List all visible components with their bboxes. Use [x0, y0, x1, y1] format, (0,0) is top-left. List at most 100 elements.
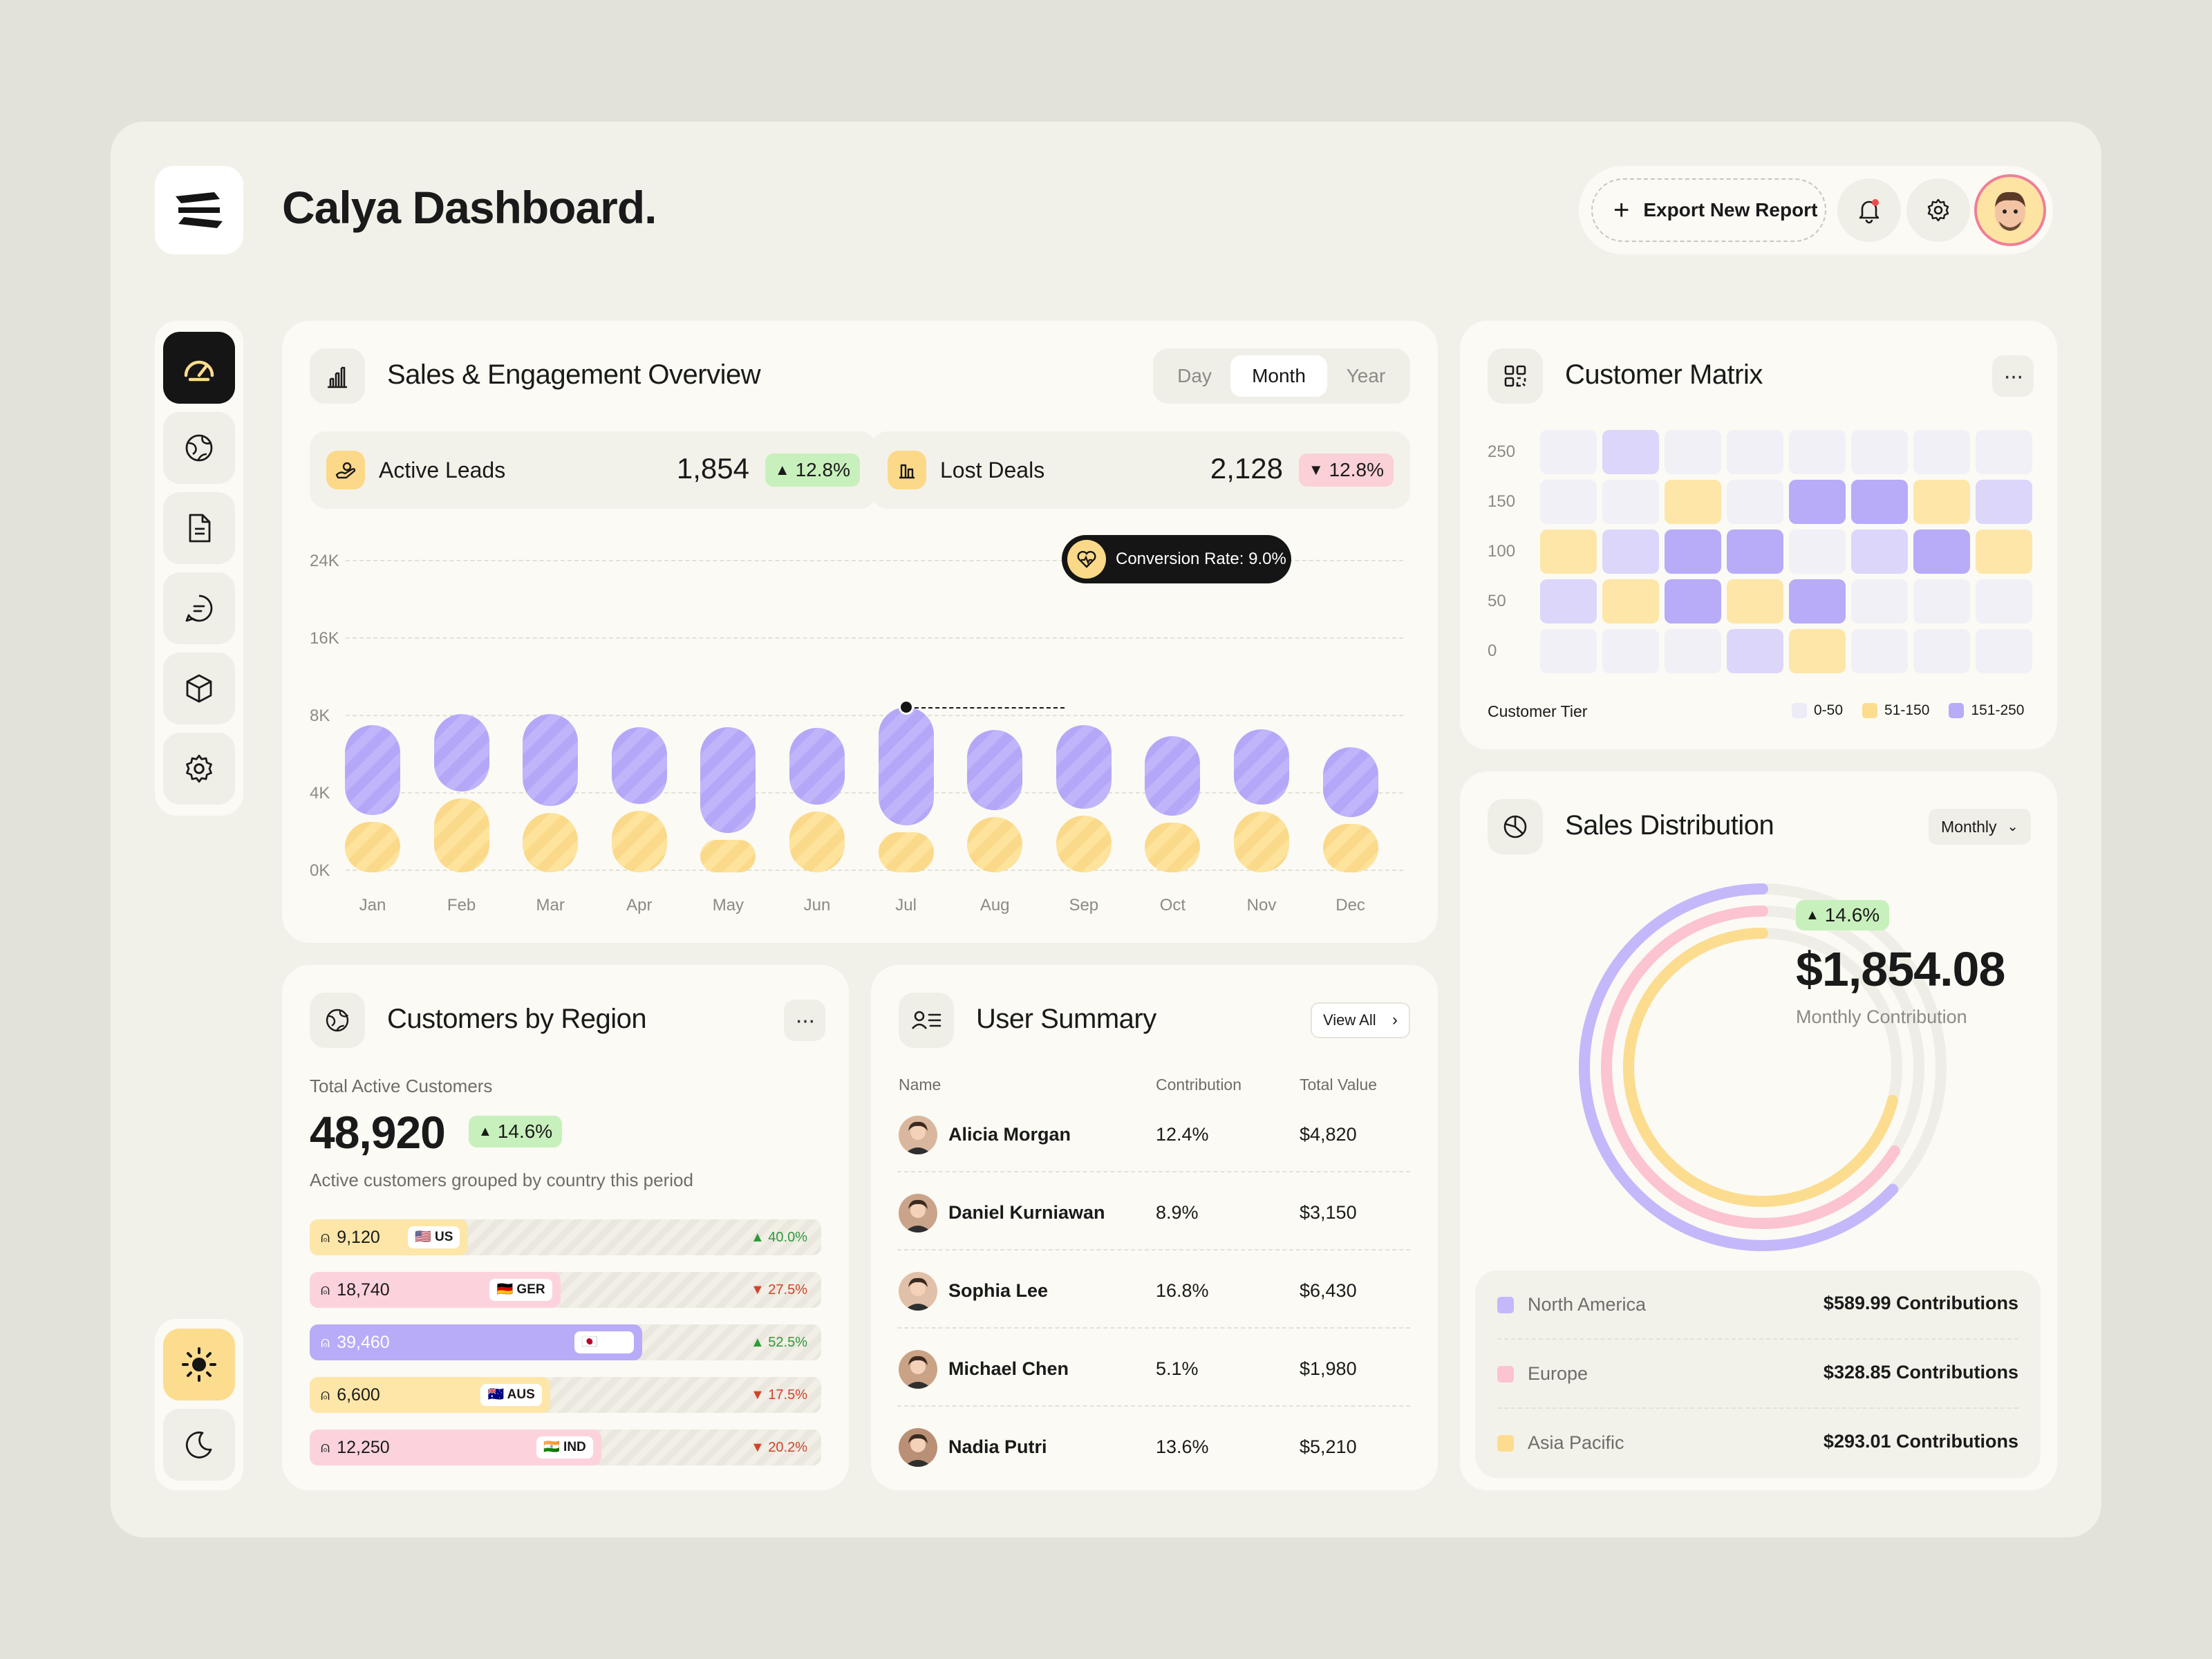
settings-button[interactable]: [1906, 178, 1970, 242]
matrix-cell[interactable]: [1540, 579, 1597, 624]
matrix-cell[interactable]: [1851, 480, 1908, 524]
sidebar-item-settings[interactable]: [163, 733, 235, 805]
matrix-cell[interactable]: [1727, 529, 1783, 574]
matrix-cell[interactable]: [1727, 579, 1783, 624]
matrix-cell[interactable]: [1913, 579, 1970, 624]
matrix-cell[interactable]: [1851, 529, 1908, 574]
notifications-button[interactable]: [1837, 178, 1901, 242]
bar-yellow-apr[interactable]: [611, 810, 667, 872]
distribution-row[interactable]: Europe $328.85 Contributions: [1497, 1340, 2018, 1409]
matrix-cell[interactable]: [1789, 480, 1846, 524]
matrix-cell[interactable]: [1727, 480, 1783, 524]
matrix-cell[interactable]: [1913, 480, 1970, 524]
matrix-more-button[interactable]: ···: [1992, 355, 2034, 397]
region-more-button[interactable]: ···: [784, 1000, 825, 1041]
matrix-cell[interactable]: [1540, 529, 1597, 574]
matrix-cell[interactable]: [1913, 629, 1970, 673]
bar-yellow-may[interactable]: [700, 840, 756, 872]
bar-yellow-feb[interactable]: [433, 798, 489, 872]
matrix-cell[interactable]: [1976, 579, 2032, 624]
bar-yellow-mar[interactable]: [523, 812, 579, 872]
region-row-ger[interactable]: ⍝ 18,740 🇩🇪 GER ▼ 27.5%: [310, 1272, 821, 1308]
sidebar-item-documents[interactable]: [163, 492, 235, 564]
app-logo[interactable]: [155, 166, 243, 254]
period-dropdown[interactable]: Monthly ⌄: [1929, 809, 2031, 845]
matrix-cell[interactable]: [1540, 629, 1597, 673]
table-row[interactable]: Daniel Kurniawan 8.9% $3,150: [897, 1173, 1410, 1250]
bar-yellow-jun[interactable]: [789, 812, 845, 872]
light-mode-button[interactable]: [163, 1329, 235, 1400]
region-row-us[interactable]: ⍝ 9,120 🇺🇸 US ▲ 40.0%: [310, 1219, 821, 1255]
ring-arc[interactable]: [1623, 928, 1902, 1207]
matrix-cell[interactable]: [1913, 529, 1970, 574]
matrix-cell[interactable]: [1602, 579, 1659, 624]
distribution-row[interactable]: North America $589.99 Contributions: [1497, 1271, 2018, 1340]
matrix-cell[interactable]: [1727, 430, 1783, 474]
bar-purple-aug[interactable]: [967, 730, 1023, 810]
matrix-cell[interactable]: [1976, 629, 2032, 673]
matrix-cell[interactable]: [1851, 430, 1908, 474]
matrix-cell[interactable]: [1789, 629, 1846, 673]
region-row-aus[interactable]: ⍝ 6,600 🇦🇺 AUS ▼ 17.5%: [310, 1377, 821, 1413]
ring-arc[interactable]: [1601, 906, 1924, 1229]
matrix-cell[interactable]: [1976, 480, 2032, 524]
sidebar-item-messages[interactable]: [163, 572, 235, 644]
view-all-button[interactable]: View All ›: [1311, 1002, 1410, 1038]
bar-yellow-aug[interactable]: [967, 816, 1023, 872]
tab-month[interactable]: Month: [1230, 355, 1327, 397]
bar-purple-feb[interactable]: [433, 714, 489, 792]
bar-purple-jan[interactable]: [345, 725, 400, 815]
sidebar-item-dashboard[interactable]: [163, 332, 235, 404]
matrix-cell[interactable]: [1665, 529, 1721, 574]
bar-yellow-oct[interactable]: [1145, 823, 1201, 872]
table-row[interactable]: Sophia Lee 16.8% $6,430: [897, 1251, 1410, 1329]
matrix-cell[interactable]: [1665, 430, 1721, 474]
bar-purple-apr[interactable]: [611, 727, 667, 804]
distribution-row[interactable]: Asia Pacific $293.01 Contributions: [1497, 1409, 2018, 1478]
matrix-cell[interactable]: [1602, 480, 1659, 524]
matrix-cell[interactable]: [1602, 430, 1659, 474]
table-row[interactable]: Nadia Putri 13.6% $5,210: [897, 1407, 1410, 1485]
matrix-cell[interactable]: [1789, 430, 1846, 474]
matrix-cell[interactable]: [1665, 480, 1721, 524]
matrix-cell[interactable]: [1540, 480, 1597, 524]
bar-yellow-nov[interactable]: [1234, 812, 1289, 872]
user-avatar[interactable]: [1974, 174, 2046, 246]
matrix-cell[interactable]: [1602, 629, 1659, 673]
matrix-cell[interactable]: [1851, 629, 1908, 673]
bar-yellow-dec[interactable]: [1322, 823, 1378, 872]
bar-purple-jun[interactable]: [789, 728, 845, 805]
bar-purple-nov[interactable]: [1234, 729, 1289, 805]
matrix-cell[interactable]: [1665, 629, 1721, 673]
matrix-cell[interactable]: [1665, 579, 1721, 624]
matrix-cell[interactable]: [1851, 579, 1908, 624]
bar-purple-oct[interactable]: [1145, 736, 1201, 816]
bar-purple-dec[interactable]: [1322, 747, 1378, 817]
matrix-cell[interactable]: [1789, 529, 1846, 574]
bar-purple-mar[interactable]: [523, 714, 579, 806]
matrix-cell[interactable]: [1913, 430, 1970, 474]
bar-purple-may[interactable]: [700, 727, 756, 834]
bar-purple-sep[interactable]: [1056, 725, 1112, 809]
sidebar-item-globe[interactable]: [163, 412, 235, 484]
export-report-button[interactable]: + Export New Report: [1591, 178, 1826, 242]
tab-year[interactable]: Year: [1346, 365, 1386, 386]
bar-yellow-sep[interactable]: [1056, 816, 1112, 872]
bar-purple-jul[interactable]: [878, 706, 934, 825]
table-row[interactable]: Michael Chen 5.1% $1,980: [897, 1329, 1410, 1407]
matrix-cell[interactable]: [1976, 529, 2032, 574]
region-row-ind[interactable]: ⍝ 12,250 🇮🇳 IND ▼ 20.2%: [310, 1430, 821, 1465]
table-row[interactable]: Alicia Morgan 12.4% $4,820: [897, 1095, 1410, 1172]
dark-mode-button[interactable]: [163, 1409, 235, 1481]
bar-yellow-jul[interactable]: [878, 832, 934, 872]
matrix-cell[interactable]: [1540, 430, 1597, 474]
stat-lost-deals[interactable]: Lost Deals 2,128 ▼ 12.8%: [871, 431, 1410, 509]
stat-active-leads[interactable]: Active Leads 1,854 ▲ 12.8%: [310, 431, 877, 509]
region-row-jap[interactable]: ⍝ 39,460 🇯🇵 JAP ▲ 52.5%: [310, 1324, 821, 1360]
matrix-cell[interactable]: [1789, 579, 1846, 624]
matrix-cell[interactable]: [1976, 430, 2032, 474]
tab-day[interactable]: Day: [1177, 365, 1212, 386]
ring-arc[interactable]: [1579, 883, 1947, 1251]
matrix-cell[interactable]: [1602, 529, 1659, 574]
sidebar-item-products[interactable]: [163, 653, 235, 724]
